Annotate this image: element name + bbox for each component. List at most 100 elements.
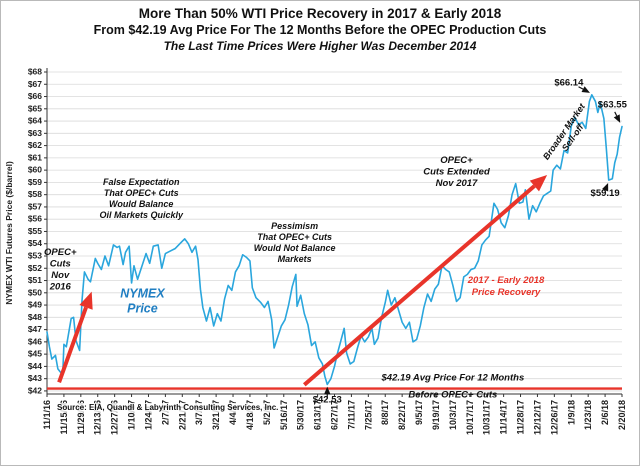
x-tick-label: 1/23/18 [583,400,593,430]
x-tick-label: 2/6/18 [600,400,610,425]
chart-title: More Than 50% WTI Price Recovery in 2017… [138,6,502,21]
y-tick-label: $52 [28,263,42,273]
arrow-head [613,114,621,123]
opec-cuts-nov-2016-text: OPEC+ [44,247,77,258]
arrow-head [529,175,548,192]
arrow-head [79,291,93,310]
x-tick-label: 6/27/17 [330,400,340,430]
y-tick-label: $57 [28,201,42,211]
label-66-14-text: $66.14 [554,77,584,88]
y-tick-label: $66 [28,91,42,101]
opec-cuts-nov-2016-text: Nov [51,270,70,281]
source-note: Source: EIA, Quandl & Labyrinth Consulti… [55,403,281,412]
chart-title-block: More Than 50% WTI Price Recovery in 2017… [1,6,639,54]
x-tick-label: 11/1/16 [42,400,52,430]
false-expectation-text: That OPEC+ Cuts [104,188,179,198]
label-59-19: $59.19 [591,188,620,199]
y-tick-label: $47 [28,324,42,334]
y-tick-label: $68 [28,67,42,77]
y-tick-label: $64 [28,116,42,126]
opec-cuts-extended-text: Cuts Extended [423,166,490,177]
x-tick-label: 10/31/17 [482,400,492,435]
y-tick-label: $50 [28,287,42,297]
nymex-price-text: NYMEX [120,287,165,301]
x-tick-label: 5/16/17 [279,400,289,430]
x-tick-label: 4/18/17 [245,400,255,430]
wti-price-line-chart: $42 $43 $44 $45 $46 $47 $48 $49 $50 $51 $52 $53 $54 $… [4,67,628,436]
x-tick-label: 5/2/17 [262,400,272,425]
y-axis-title: NYMEX WTI Futures Price ($/barrel) [4,161,14,305]
pessimism-text: Pessimism [271,221,318,231]
arrow-head [602,183,609,192]
x-tick-label: 2/21/17 [177,400,187,430]
label-63-55: $63.55 [598,100,628,111]
x-tick-label: 9/5/17 [414,400,424,425]
y-tick-label: $46 [28,336,42,346]
arrow-head [323,386,331,395]
false-expectation-text: False Expectation [103,177,180,187]
arrow-shaft [614,111,618,117]
y-tick-label: $54 [28,238,42,248]
y-tick-label: $61 [28,152,42,162]
y-tick-label: $62 [28,140,42,150]
y-tick-label: $43 [28,373,42,383]
y-tick-label: $42 [28,385,42,395]
y-tick-label: $56 [28,214,42,224]
price-line [46,94,623,386]
y-tick-label: $59 [28,177,42,187]
y-tick-label: $58 [28,189,42,199]
arrow-shaft [302,184,536,387]
x-tick-label: 12/26/17 [549,400,559,435]
avg-price-label: $42.19 Avg Price For 12 Months Before OPE… [381,373,525,401]
y-tick-label: $60 [28,165,42,175]
nymex-price-text: Price [127,302,158,316]
x-tick-label: 8/22/17 [397,400,407,430]
x-tick-label: 3/21/17 [211,400,221,430]
avg-price-label-text: $42.19 Avg Price For 12 Months [381,373,525,384]
x-tick-label: 3/7/17 [194,400,204,425]
x-tick-label: 1/24/17 [143,400,153,430]
price-recovery-text: 2017 - Early 2018 [467,275,545,286]
opec-cuts-nov-2016-text: 2016 [49,281,72,292]
chart-subtitle: From $42.19 Avg Price For The 12 Months … [93,23,547,37]
label-42-53-text: $42.53 [313,395,342,406]
y-tick-label: $53 [28,251,42,261]
opec-cuts-extended-text: OPEC+ [440,155,473,166]
x-tick-label: 2/20/18 [617,400,627,430]
y-tick-label: $65 [28,103,42,113]
x-tick-label: 11/28/17 [516,400,526,435]
label-59-19-text: $59.19 [591,188,620,199]
opec-cuts-extended-text: Nov 2017 [436,178,478,189]
opec-cuts-nov-2016-text: Cuts [50,258,71,269]
x-tick-label: 1/10/17 [127,400,137,430]
arrow-shaft [57,306,88,384]
y-tick-label: $63 [28,128,42,138]
x-tick-label: 11/14/17 [499,400,509,435]
x-tick-label: 12/12/17 [532,400,542,435]
x-tick-label: 12/27/16 [110,400,120,435]
x-tick-label: 4/4/17 [228,400,238,425]
y-tick-label: $67 [28,79,42,89]
y-tick-label: $55 [28,226,42,236]
x-tick-label: 6/13/17 [313,400,323,430]
avg-price-label-text: Before OPEC+ Cuts [408,390,497,401]
false-expectation-text: Oil Markets Quickly [99,210,184,220]
x-tick-label: 1/9/18 [566,400,576,425]
y-tick-label: $44 [28,361,42,371]
x-tick-label: 8/8/17 [380,400,390,425]
false-expectation-text: Would Balance [109,199,173,209]
label-42-53: $42.53 [313,395,342,406]
pessimism-text: That OPEC+ Cuts [257,232,332,242]
x-tick-label: 9/19/17 [431,400,441,430]
x-tick-label: 7/25/17 [363,400,373,430]
x-tick-label: 12/13/16 [93,400,103,435]
x-tick-label: 7/11/17 [346,400,356,430]
y-tick-label: $51 [28,275,42,285]
x-tick-label: 11/29/16 [76,400,86,435]
